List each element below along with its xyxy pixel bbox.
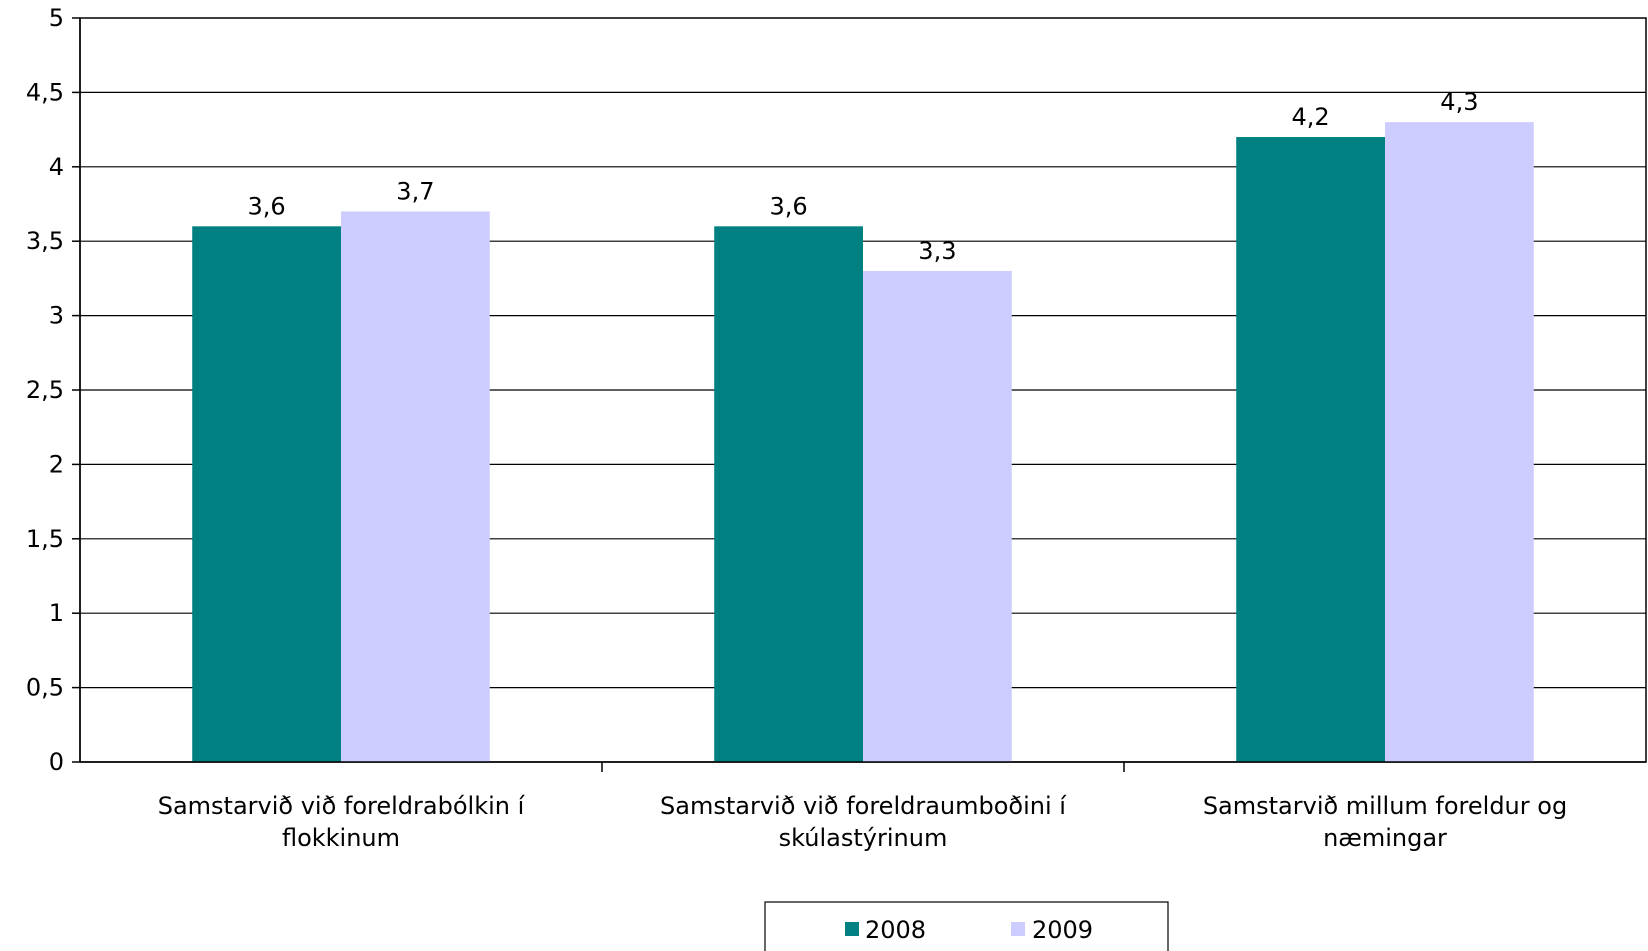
data-label: 3,6 bbox=[248, 192, 286, 220]
x-axis: Samstarvið við foreldrabólkin í flokkinum… bbox=[80, 761, 1646, 852]
legend-box bbox=[764, 901, 1169, 951]
x-category-label: Samstarvið við foreldraumboðini í bbox=[660, 792, 1067, 820]
y-axis: 0 0,5 1 1,5 2 2,5 3 3,5 4 4,5 5 bbox=[26, 4, 81, 776]
legend: 2008 2009 bbox=[764, 901, 1169, 951]
data-label: 4,3 bbox=[1440, 88, 1478, 116]
x-category-label: Samstarvið við foreldrabólkin í bbox=[158, 792, 526, 820]
x-category-label: flokkinum bbox=[282, 824, 400, 852]
y-tick-label: 4 bbox=[49, 153, 64, 181]
y-tick-label: 0 bbox=[49, 748, 64, 776]
y-tick-label: 2 bbox=[49, 450, 64, 478]
bar-2008-2 bbox=[714, 226, 863, 762]
y-tick-label: 4,5 bbox=[26, 78, 64, 106]
legend-label-2009: 2009 bbox=[1032, 916, 1093, 944]
y-tick-label: 2,5 bbox=[26, 376, 64, 404]
y-tick-label: 1,5 bbox=[26, 525, 64, 553]
bar-2009-2 bbox=[863, 270, 1012, 762]
x-category-label: skúlastýrinum bbox=[779, 824, 948, 852]
y-tick-label: 5 bbox=[49, 4, 64, 32]
bar-2008-1 bbox=[192, 226, 341, 762]
x-category-label: næmingar bbox=[1323, 824, 1447, 852]
y-tick-label: 3,5 bbox=[26, 227, 64, 255]
data-label: 3,7 bbox=[396, 177, 434, 205]
data-label: 4,2 bbox=[1292, 103, 1330, 131]
bar-2008-3 bbox=[1236, 137, 1385, 763]
legend-swatch-2008 bbox=[845, 922, 859, 936]
data-label: 3,3 bbox=[918, 237, 956, 265]
bar-2009-3 bbox=[1385, 122, 1534, 762]
bar-2009-1 bbox=[341, 211, 490, 762]
legend-swatch-2009 bbox=[1011, 922, 1025, 936]
bars: 3,6 3,7 3,6 3,3 4,2 4,3 bbox=[192, 88, 1534, 763]
x-category-label: Samstarvið millum foreldur og bbox=[1203, 792, 1567, 820]
data-label: 3,6 bbox=[770, 192, 808, 220]
y-tick-label: 0,5 bbox=[26, 674, 64, 702]
legend-label-2008: 2008 bbox=[865, 916, 926, 944]
y-tick-label: 3 bbox=[49, 302, 64, 330]
y-tick-label: 1 bbox=[49, 599, 64, 627]
